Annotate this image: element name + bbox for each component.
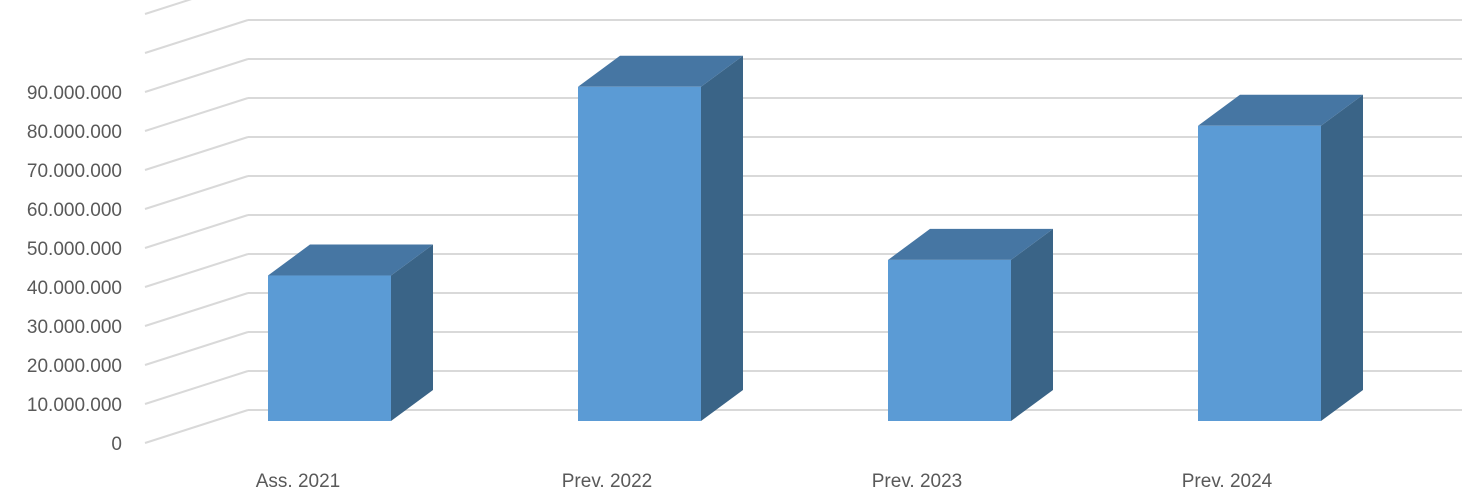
y-tick-label: 10.000.000 bbox=[27, 395, 122, 416]
gridline-diagonal bbox=[144, 175, 249, 210]
y-tick-label: 60.000.000 bbox=[27, 200, 122, 221]
y-tick-label: 90.000.000 bbox=[27, 83, 122, 104]
y-tick-label: 20.000.000 bbox=[27, 356, 122, 377]
bar-side-face bbox=[391, 244, 433, 421]
bar-top-face bbox=[1198, 94, 1363, 126]
gridline-diagonal bbox=[144, 214, 249, 249]
gridline-diagonal bbox=[144, 370, 249, 405]
y-tick-label: 50.000.000 bbox=[27, 239, 122, 260]
bar-front-face bbox=[268, 275, 391, 421]
bar-side-face bbox=[701, 55, 743, 422]
x-category-label: Prev. 2022 bbox=[562, 471, 652, 492]
gridline-diagonal bbox=[144, 292, 249, 327]
y-tick-label: 30.000.000 bbox=[27, 317, 122, 338]
gridline-diagonal bbox=[144, 19, 249, 54]
gridline-diagonal bbox=[144, 0, 192, 15]
gridline-diagonal bbox=[144, 409, 249, 444]
gridline-diagonal bbox=[144, 136, 249, 171]
y-tick-label: 80.000.000 bbox=[27, 122, 122, 143]
bar bbox=[1198, 94, 1363, 422]
bar-side-face bbox=[1011, 228, 1053, 421]
gridline-diagonal bbox=[144, 58, 249, 93]
x-axis-category-labels: Ass. 2021 Prev. 2022 Prev. 2023 Prev. 2024 bbox=[256, 471, 1273, 492]
bar bbox=[268, 244, 433, 421]
gridline-diagonal bbox=[144, 253, 249, 288]
y-axis-tick-labels: 0 10.000.000 20.000.000 30.000.000 40.000.00… bbox=[27, 83, 122, 455]
x-category-label: Prev. 2023 bbox=[872, 471, 962, 492]
bar-top-face bbox=[578, 55, 743, 87]
bar bbox=[578, 55, 743, 422]
bar-front-face bbox=[1198, 125, 1321, 422]
y-tick-label: 40.000.000 bbox=[27, 278, 122, 299]
bar bbox=[888, 228, 1053, 421]
x-category-label: Prev. 2024 bbox=[1182, 471, 1273, 492]
bars bbox=[268, 55, 1363, 422]
bar-top-face bbox=[268, 244, 433, 276]
x-category-label: Ass. 2021 bbox=[256, 471, 341, 492]
y-tick-label: 0 bbox=[111, 434, 122, 455]
bar-side-face bbox=[1321, 94, 1363, 422]
y-tick-label: 70.000.000 bbox=[27, 161, 122, 182]
bar-front-face bbox=[888, 259, 1011, 421]
gridline-diagonal bbox=[144, 331, 249, 366]
gridline-diagonal bbox=[144, 97, 249, 132]
bar-front-face bbox=[578, 86, 701, 422]
bar-top-face bbox=[888, 228, 1053, 260]
